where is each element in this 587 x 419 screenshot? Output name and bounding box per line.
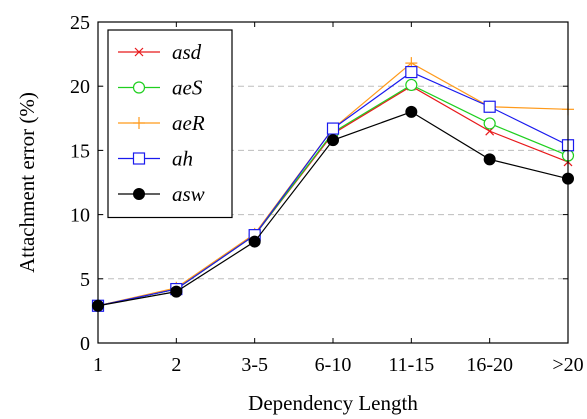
- legend-label: asd: [172, 40, 202, 64]
- y-tick-label: 5: [80, 269, 90, 291]
- x-tick-label: 16-20: [466, 354, 513, 376]
- y-tick-label: 15: [70, 140, 90, 162]
- data-point-asw: [483, 153, 496, 166]
- legend-box: [107, 29, 233, 219]
- x-tick-label: 11-15: [388, 354, 434, 376]
- y-tick-label: 0: [80, 333, 90, 355]
- x-tick-label: 1: [93, 354, 103, 376]
- legend-item-asw: asw: [118, 182, 205, 206]
- data-point-asw: [248, 235, 261, 248]
- legend-item-aeS: aeS: [118, 76, 203, 100]
- legend-marker: [133, 117, 145, 129]
- data-point-ah: [326, 122, 340, 135]
- legend-item-asd: asd: [118, 40, 202, 64]
- series-asw: [92, 105, 574, 312]
- legend-item-aeR: aeR: [118, 111, 205, 135]
- data-point-asw: [405, 105, 418, 118]
- gridlines: [98, 85, 568, 280]
- data-point-aeS: [405, 78, 418, 92]
- legend-label: asw: [172, 182, 205, 206]
- legend-marker: [132, 152, 146, 165]
- y-tick-label: 10: [70, 205, 90, 227]
- legend-marker: [132, 81, 146, 94]
- data-point-asw: [327, 134, 339, 147]
- data-point-ah: [483, 100, 496, 113]
- x-tick-label: >20: [552, 354, 583, 376]
- x-axis-label: Dependency Length: [248, 391, 418, 415]
- y-tick-label: 20: [70, 76, 90, 98]
- legend-label: aeR: [172, 111, 205, 135]
- data-point-ah: [405, 65, 418, 79]
- marker-stroke: [134, 47, 144, 57]
- x-tick-label: 6-10: [315, 354, 352, 376]
- legend-label: ah: [172, 147, 193, 171]
- series-layer: [91, 57, 575, 312]
- x-tick-label: 2: [171, 354, 181, 376]
- legend-marker: [134, 47, 144, 57]
- legend-label: aeS: [172, 76, 203, 100]
- y-tick-label: 25: [70, 12, 90, 34]
- data-point-asw: [170, 285, 183, 298]
- data-point-aeS: [483, 117, 496, 130]
- legend: asd aeS aeR ah asw: [107, 29, 233, 219]
- x-tick-label: 3-5: [241, 354, 268, 376]
- legend-marker: [133, 188, 145, 200]
- y-axis-label: Attachment error (%): [15, 92, 39, 273]
- legend-item-ah: ah: [118, 147, 193, 171]
- axis-ticks: 0 5 10 15 20 25 1 2 3-5 6-10 11-15 16-20 >20: [70, 12, 584, 376]
